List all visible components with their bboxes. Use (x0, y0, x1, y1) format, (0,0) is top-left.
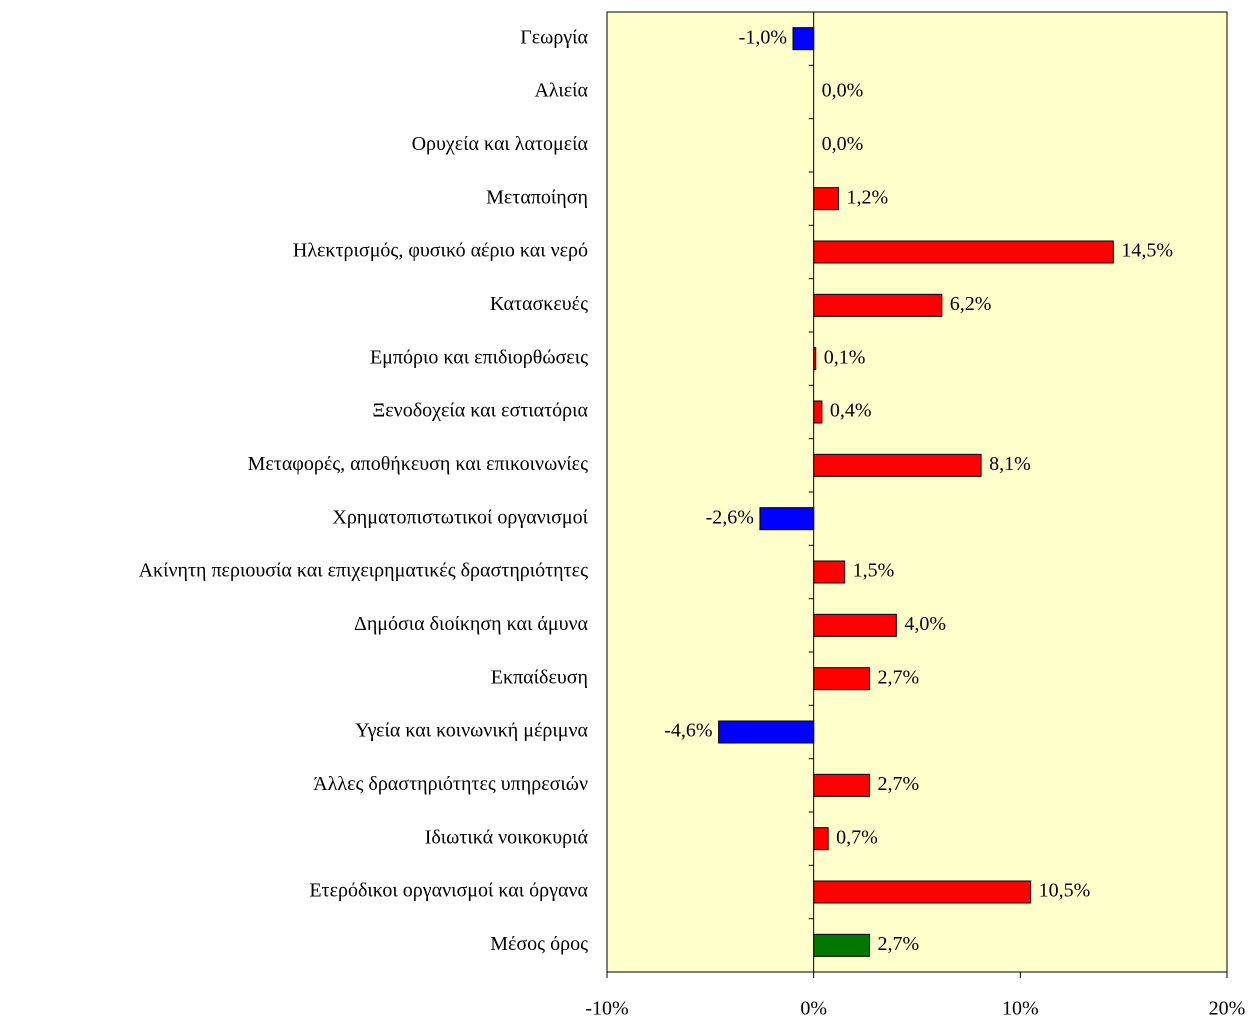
value-label: 1,2% (846, 186, 888, 208)
value-label: 2,7% (877, 666, 919, 688)
y-tick-label: Ηλεκτρισμός, φυσικό αέριο και νερό (293, 240, 588, 262)
x-tick-label: 20% (1209, 998, 1246, 1020)
value-label: 0,1% (824, 346, 866, 368)
y-tick-label: Εμπόριο και επιδιορθώσεις (370, 346, 588, 368)
value-label: 6,2% (950, 293, 992, 315)
value-label: 8,1% (989, 453, 1031, 475)
value-label: 10,5% (1039, 880, 1091, 902)
y-tick-label: Μεταποίηση (486, 186, 588, 208)
y-tick-label: Εκπαίδευση (491, 666, 588, 688)
bar (759, 507, 815, 531)
bar (813, 293, 943, 317)
value-label: -1,0% (739, 26, 787, 48)
y-tick-label: Δημόσια διοίκηση και άμυνα (354, 613, 589, 635)
value-label: 0,4% (830, 400, 872, 422)
y-tick-label: Αλιεία (534, 80, 588, 102)
y-tick-label: Ακίνητη περιουσία και επιχειρηματικές δρ… (139, 560, 589, 582)
y-tick-label: Υγεία και κοινωνική μέριμνα (355, 720, 588, 742)
x-tick-label: 10% (1002, 998, 1039, 1020)
y-tick-label: Ορυχεία και λατομεία (412, 133, 589, 155)
bar (813, 667, 870, 691)
value-label: 14,5% (1121, 240, 1173, 262)
value-label: -4,6% (664, 720, 712, 742)
bar (792, 27, 815, 51)
y-tick-label: Μεταφορές, αποθήκευση και επικοινωνίες (248, 453, 588, 475)
y-tick-label: Ξενοδοχεία και εστιατόρια (372, 400, 588, 422)
x-tick-label: -10% (585, 998, 628, 1020)
bar (813, 827, 829, 851)
bar (813, 240, 1114, 264)
value-label: 2,7% (877, 933, 919, 955)
y-tick-label: Χρηματοπιστωτικοί οργανισμοί (332, 506, 588, 528)
bar (813, 453, 982, 477)
bar (813, 773, 870, 797)
y-tick-label: Ετερόδικοι οργανισμοί και όργανα (309, 880, 588, 902)
bar (813, 400, 823, 424)
value-label: 1,5% (853, 560, 895, 582)
y-tick-label: Γεωργία (520, 26, 588, 48)
bar (813, 933, 870, 957)
bar (813, 560, 846, 584)
bar (813, 613, 897, 637)
y-tick-label: Μέσος όρος (490, 933, 588, 955)
y-tick-label: Κατασκευές (490, 293, 588, 315)
bar (813, 187, 839, 211)
bar (718, 720, 815, 744)
bar (813, 347, 817, 371)
value-label: 0,0% (822, 80, 864, 102)
value-label: 0,7% (836, 826, 878, 848)
y-tick-label: Ιδιωτικά νοικοκυριά (425, 826, 589, 848)
bar (813, 880, 1032, 904)
value-label: -2,6% (706, 506, 754, 528)
value-label: 4,0% (904, 613, 946, 635)
value-label: 2,7% (877, 773, 919, 795)
x-tick-label: 0% (800, 998, 827, 1020)
plot-area (606, 11, 1228, 973)
value-label: 0,0% (822, 133, 864, 155)
y-tick-label: Άλλες δραστηριότητες υπηρεσιών (313, 773, 588, 795)
